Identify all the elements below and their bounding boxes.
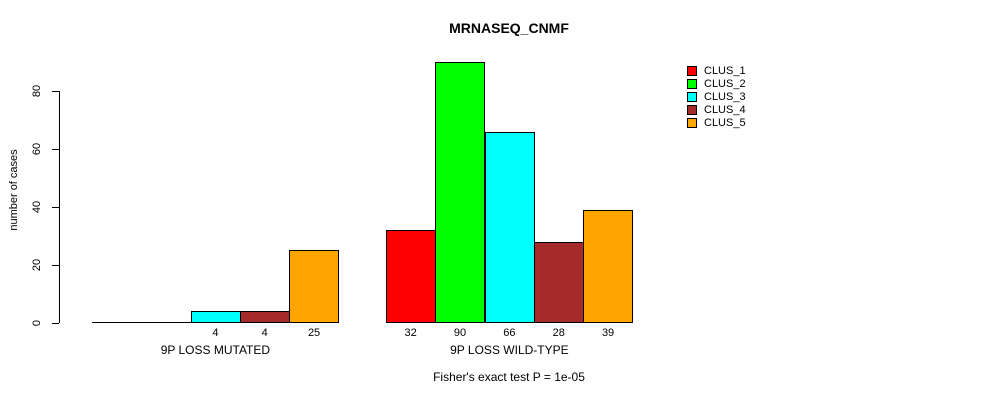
bar-value-label: 4 xyxy=(212,327,219,339)
bar-CLUS_2-group2 xyxy=(435,62,486,323)
group-label: 9P LOSS MUTATED xyxy=(160,343,271,357)
y-axis-tick-label: 20 xyxy=(31,258,43,272)
bar-value-label: 28 xyxy=(552,327,565,339)
bar-CLUS_4-group1 xyxy=(240,311,291,323)
annotation-text: Fisher's exact test P = 1e-05 xyxy=(433,370,585,384)
legend-swatch-CLUS_2 xyxy=(687,79,697,89)
y-axis-tick xyxy=(52,265,59,266)
group-label: 9P LOSS WILD-TYPE xyxy=(450,343,569,357)
bar-CLUS_3-group1 xyxy=(190,311,241,323)
y-axis-tick-label: 0 xyxy=(31,319,43,327)
bar-value-label: 66 xyxy=(503,327,516,339)
y-axis-label: number of cases xyxy=(8,149,20,231)
bar-value-label: 4 xyxy=(261,327,268,339)
legend-label: CLUS_5 xyxy=(704,117,746,129)
bar-value-label: 39 xyxy=(601,327,615,339)
legend-label: CLUS_2 xyxy=(704,78,746,90)
y-axis-tick xyxy=(52,91,59,92)
bar-CLUS_1-group2 xyxy=(386,230,436,323)
legend-label: CLUS_4 xyxy=(704,104,746,116)
chart-title: MRNASEQ_CNMF xyxy=(449,20,569,36)
legend-swatch-CLUS_4 xyxy=(687,105,697,115)
bar-CLUS_4-group2 xyxy=(534,242,585,323)
bar-CLUS_5-group1 xyxy=(289,250,340,323)
y-axis-tick-label: 40 xyxy=(31,200,43,214)
legend-swatch-CLUS_5 xyxy=(687,118,697,128)
bar-value-label: 90 xyxy=(453,327,467,339)
y-axis-tick xyxy=(52,149,59,150)
legend-swatch-CLUS_1 xyxy=(687,66,697,76)
y-axis-tick-label: 80 xyxy=(31,84,43,98)
y-axis-line xyxy=(59,91,60,323)
bar-value-label: 25 xyxy=(307,327,321,339)
y-axis-tick xyxy=(52,207,59,208)
bar-CLUS_5-group2 xyxy=(583,210,634,323)
zero-bar-CLUS_2-group1 xyxy=(141,322,192,323)
zero-bar-CLUS_1-group1 xyxy=(92,322,142,323)
legend-label: CLUS_3 xyxy=(704,91,746,103)
bar-CLUS_3-group2 xyxy=(484,132,535,323)
bar-value-label: 32 xyxy=(404,327,417,339)
y-axis-tick xyxy=(52,323,59,324)
legend-label: CLUS_1 xyxy=(704,65,746,77)
y-axis-tick-label: 60 xyxy=(31,142,43,156)
legend-swatch-CLUS_3 xyxy=(687,92,697,102)
